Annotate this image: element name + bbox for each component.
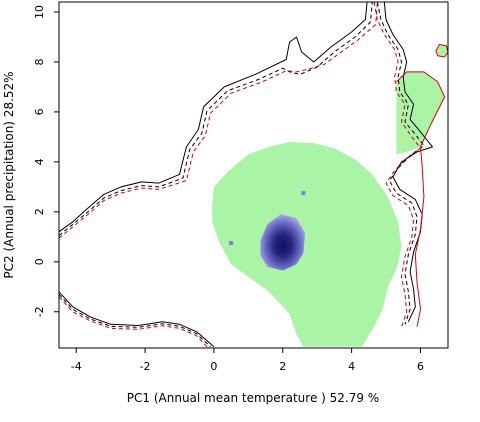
x-tick-label: -2 xyxy=(140,360,151,373)
density-core xyxy=(229,191,306,271)
x-tick-label: -4 xyxy=(71,360,82,373)
y-axis: -2 0 2 4 6 8 10 xyxy=(33,5,59,317)
y-tick-label: -2 xyxy=(33,306,46,317)
y-tick-label: 0 xyxy=(33,258,46,265)
outline-series-3 xyxy=(59,2,378,239)
x-tick-label: 6 xyxy=(417,360,424,373)
overlap-region-1 xyxy=(212,141,402,347)
outline-series-7 xyxy=(59,291,215,348)
outline-series-5 xyxy=(376,2,425,325)
y-tick-label: 4 xyxy=(33,158,46,165)
y-tick-label: 2 xyxy=(33,208,46,215)
x-tick-label: 0 xyxy=(210,360,217,373)
outline-series-4 xyxy=(383,2,433,323)
x-axis-label: PC1 (Annual mean temperature ) 52.79 % xyxy=(127,391,379,405)
x-tick-label: 4 xyxy=(348,360,355,373)
y-tick-label: 10 xyxy=(33,5,46,19)
overlap-region-3 xyxy=(436,44,448,57)
y-tick-label: 8 xyxy=(33,59,46,66)
x-tick-label: 2 xyxy=(279,360,286,373)
density-speck-1 xyxy=(301,191,306,196)
outline-series-9 xyxy=(59,296,208,348)
density-core-shape xyxy=(260,214,306,271)
overlap-region-2 xyxy=(396,71,445,155)
outline-series-1 xyxy=(59,2,368,233)
outline-series-11 xyxy=(435,44,448,58)
density-speck-2 xyxy=(229,241,234,246)
outline-series-8 xyxy=(59,293,211,348)
niche-outlines xyxy=(59,2,448,348)
plot-frame xyxy=(58,1,449,349)
outline-series-6 xyxy=(373,2,421,327)
y-axis-label: PC2 (Annual precipitation) 28.52% xyxy=(2,71,16,278)
plot-area xyxy=(59,2,448,348)
x-axis: -4 -2 0 2 4 6 xyxy=(71,348,424,373)
outline-series-10 xyxy=(396,71,446,327)
overlap-regions xyxy=(212,44,448,347)
y-tick-label: 6 xyxy=(33,108,46,115)
outline-series-2 xyxy=(59,2,373,236)
